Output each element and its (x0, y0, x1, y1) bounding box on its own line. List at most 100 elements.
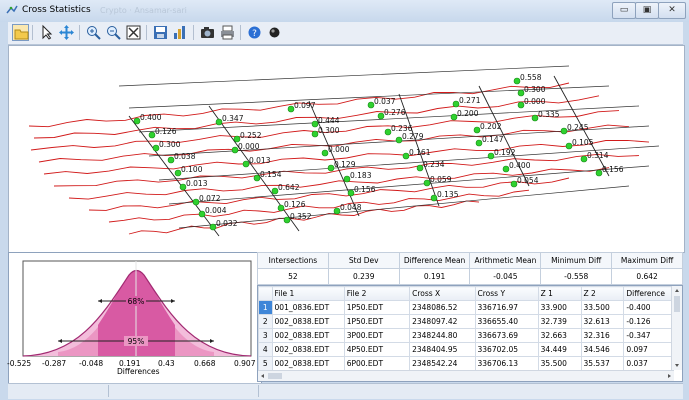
intersection-point[interactable] (377, 112, 385, 120)
help-button[interactable]: ? (246, 24, 263, 41)
column-header[interactable]: Difference (623, 286, 674, 301)
intersection-point[interactable] (233, 135, 241, 143)
point-difference-label: 0.271 (459, 96, 481, 105)
intersection-point[interactable] (287, 105, 295, 113)
intersection-point[interactable] (253, 174, 261, 182)
column-header[interactable]: Z 2 (580, 286, 625, 301)
zoom-extents-button[interactable] (125, 24, 142, 41)
intersection-point[interactable] (277, 204, 285, 212)
pan-button[interactable] (58, 24, 75, 41)
row-number[interactable]: 3 (258, 328, 273, 343)
intersection-point[interactable] (367, 101, 375, 109)
column-header[interactable]: File 2 (343, 286, 411, 301)
intersection-point[interactable] (510, 180, 518, 188)
intersection-point[interactable] (174, 169, 182, 177)
close-icon: ✕ (668, 5, 676, 15)
horizontal-scrollbar[interactable] (258, 370, 674, 381)
intersection-point[interactable] (209, 223, 217, 231)
intersection-point[interactable] (327, 164, 335, 172)
intersection-point[interactable] (179, 183, 187, 191)
intersection-point[interactable] (473, 126, 481, 134)
cell: 34.449 (537, 342, 582, 357)
intersection-point[interactable] (452, 100, 460, 108)
intersection-point[interactable] (343, 175, 351, 183)
zoom-extents-icon (126, 25, 141, 40)
save-button[interactable] (152, 24, 169, 41)
intersection-point[interactable] (321, 149, 329, 157)
close-button[interactable]: ✕ (658, 2, 686, 19)
intersection-point[interactable] (580, 155, 588, 163)
info-button[interactable] (266, 24, 283, 41)
point-difference-label: 0.161 (409, 148, 431, 157)
intersection-point[interactable] (475, 139, 483, 147)
point-difference-label: 0.300 (318, 126, 340, 135)
intersection-point[interactable] (595, 169, 603, 177)
column-header[interactable]: Z 1 (537, 286, 582, 301)
intersection-point[interactable] (333, 207, 341, 215)
print-button[interactable] (219, 24, 236, 41)
intersection-point[interactable] (513, 77, 521, 85)
print-icon (221, 25, 234, 40)
column-header[interactable]: File 1 (271, 286, 345, 301)
intersection-point[interactable] (311, 120, 319, 128)
column-header[interactable]: Cross X (409, 286, 476, 301)
camera-button[interactable] (199, 24, 216, 41)
table-row[interactable]: 4 002_0838.EDT 4P50.EDT 2348404.95 336702.0… (258, 342, 674, 357)
zoom-in-button[interactable] (85, 24, 102, 41)
chart-button[interactable] (172, 24, 189, 41)
point-difference-label: 0.054 (517, 176, 539, 185)
table-row[interactable]: 2 002_0838.EDT 1P50.EDT 2348097.42 336655.4… (258, 314, 674, 329)
intersection-point[interactable] (402, 152, 410, 160)
app-icon (6, 5, 18, 14)
select-button[interactable] (38, 24, 55, 41)
row-number[interactable]: 1 (258, 300, 273, 315)
intersection-point[interactable] (231, 146, 239, 154)
intersection-point[interactable] (450, 113, 458, 121)
cell: 336673.69 (474, 328, 539, 343)
row-number[interactable]: 4 (258, 342, 273, 357)
intersection-point[interactable] (430, 194, 438, 202)
intersection-point[interactable] (416, 164, 424, 172)
intersection-point[interactable] (560, 127, 568, 135)
intersection-point[interactable] (198, 210, 206, 218)
intersection-point[interactable] (242, 160, 250, 168)
intersection-point[interactable] (152, 144, 160, 152)
column-header[interactable]: Cross Y (474, 286, 539, 301)
intersections-grid[interactable]: File 1 File 2 Cross X Cross Y Z 1 Z 2 Di… (257, 285, 683, 382)
row-number[interactable]: 2 (258, 314, 273, 329)
point-difference-label: 0.200 (457, 109, 479, 118)
table-row[interactable]: 1 001_0836.EDT 1P50.EDT 2348086.52 336716.9… (258, 300, 674, 315)
intersection-point[interactable] (531, 114, 539, 122)
maximize-button[interactable]: ▣ (635, 2, 659, 19)
intersection-point[interactable] (423, 179, 431, 187)
intersection-point[interactable] (283, 216, 291, 224)
intersection-point[interactable] (167, 156, 175, 164)
row-number[interactable]: 5 (258, 356, 273, 371)
intersection-point[interactable] (192, 198, 200, 206)
intersection-point[interactable] (517, 101, 525, 109)
intersection-point[interactable] (384, 128, 392, 136)
cross-view-3d[interactable]: 0.558 0.300 0.000 0.335 0.245 0.105 0.314 0.156… (8, 45, 685, 253)
intersection-point[interactable] (133, 117, 141, 125)
minimize-button[interactable]: ▭ (612, 2, 636, 19)
intersection-point[interactable] (215, 118, 223, 126)
table-row[interactable]: 5 002_0838.EDT 6P00.EDT 2348542.24 336706.1… (258, 356, 674, 371)
intersection-point[interactable] (347, 189, 355, 197)
point-difference-label: 0.183 (350, 171, 372, 180)
point-difference-label: 0.100 (181, 165, 203, 174)
intersection-point[interactable] (565, 142, 573, 150)
vertical-scrollbar[interactable] (671, 286, 682, 370)
select-arrow-icon (42, 24, 53, 40)
intersection-point[interactable] (517, 89, 525, 97)
intersection-point[interactable] (502, 165, 510, 173)
intersection-point[interactable] (271, 187, 279, 195)
intersection-point[interactable] (487, 152, 495, 160)
intersection-point[interactable] (311, 130, 319, 138)
intersection-point[interactable] (395, 136, 403, 144)
intersection-point[interactable] (148, 131, 156, 139)
point-difference-label: 0.004 (205, 206, 227, 215)
stat-header: Minimum Diff (540, 252, 613, 269)
table-row[interactable]: 3 002_0838.EDT 3P00.EDT 2348244.80 336673.6… (258, 328, 674, 343)
open-button[interactable] (12, 24, 29, 41)
zoom-out-button[interactable] (105, 24, 122, 41)
